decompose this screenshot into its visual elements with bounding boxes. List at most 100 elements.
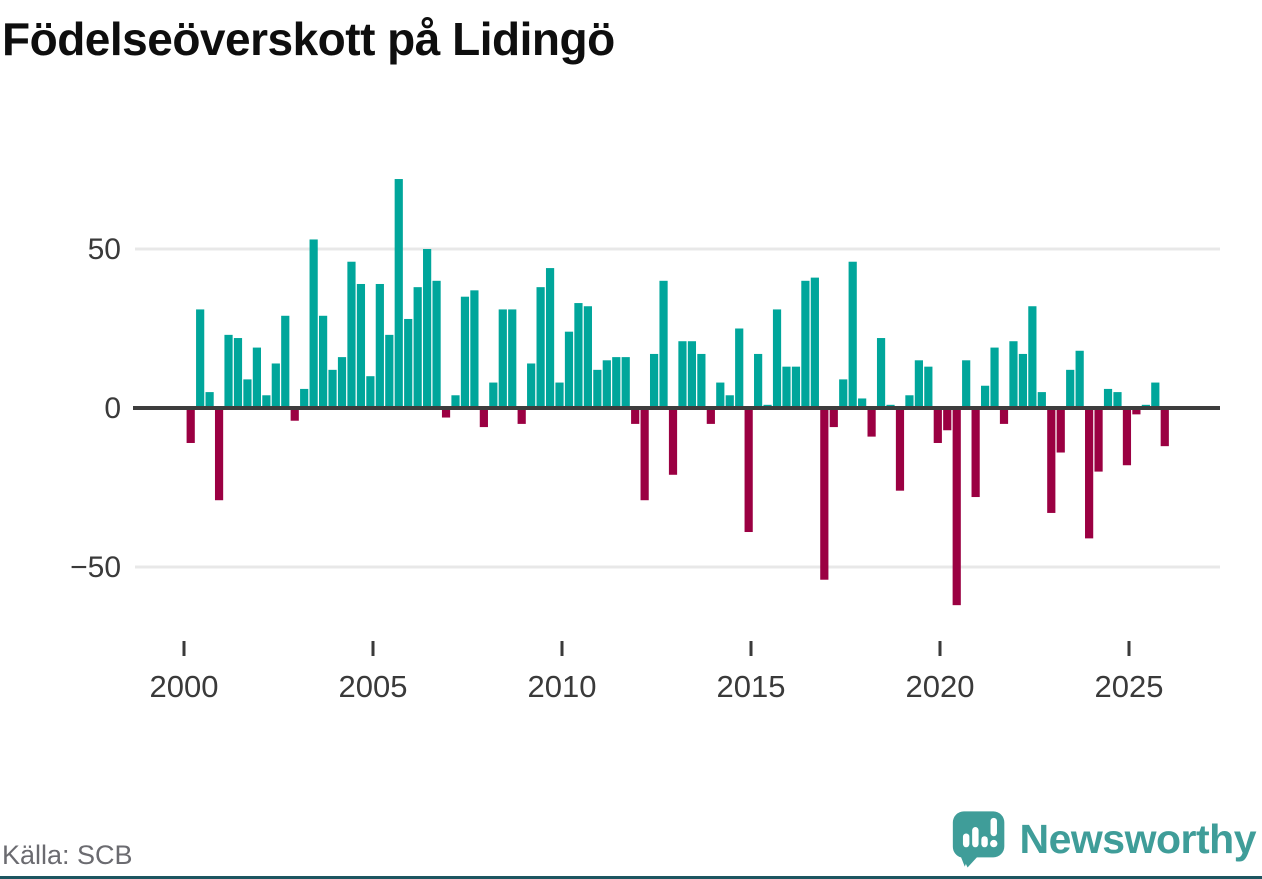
bar xyxy=(489,382,498,408)
bar xyxy=(1132,408,1141,415)
x-tick-label-2005: 2005 xyxy=(339,669,408,704)
bar xyxy=(649,353,659,408)
bar xyxy=(517,408,526,424)
bar xyxy=(895,408,905,491)
bar xyxy=(441,408,451,418)
bar xyxy=(375,283,384,408)
bar xyxy=(366,376,375,408)
bar xyxy=(479,408,488,428)
bar xyxy=(1160,408,1169,447)
bar xyxy=(602,360,611,408)
bar xyxy=(1066,369,1075,408)
bar xyxy=(631,408,640,424)
bar xyxy=(659,280,668,408)
bar xyxy=(583,306,592,408)
bar xyxy=(716,382,725,408)
bar xyxy=(252,347,261,408)
bar xyxy=(1122,408,1132,466)
bar xyxy=(839,379,848,408)
bar xyxy=(678,341,687,408)
bar xyxy=(914,360,923,408)
bar xyxy=(508,309,517,408)
bar xyxy=(527,363,536,408)
x-tick-label-2015: 2015 xyxy=(717,669,786,704)
bar xyxy=(1075,350,1084,408)
source-attribution: Källa: SCB xyxy=(2,840,133,870)
bar xyxy=(545,268,555,408)
bar-glyph-3 xyxy=(980,836,988,848)
bar xyxy=(1113,392,1122,408)
bar xyxy=(668,408,678,475)
bar xyxy=(290,408,299,421)
bar xyxy=(980,385,990,408)
newsworthy-bubble-icon xyxy=(952,811,1004,868)
bar xyxy=(1056,408,1065,453)
bar xyxy=(621,357,630,408)
bar xyxy=(536,287,545,408)
bar xyxy=(943,408,952,431)
bar xyxy=(404,318,413,408)
bar xyxy=(413,287,422,408)
bar xyxy=(337,357,347,408)
bar xyxy=(829,408,838,428)
bar xyxy=(498,309,507,408)
bar xyxy=(574,303,583,408)
bar xyxy=(196,309,205,408)
bar xyxy=(687,341,697,408)
bar-glyph-1 xyxy=(962,833,969,848)
bar xyxy=(772,309,782,408)
bar xyxy=(754,353,763,408)
exclamation-bar xyxy=(990,817,997,837)
x-tick-label-2020: 2020 xyxy=(906,669,975,704)
bar xyxy=(867,408,876,437)
bar xyxy=(697,353,706,408)
bar xyxy=(952,408,961,606)
bar xyxy=(735,328,744,408)
bar xyxy=(782,366,791,408)
bar xyxy=(460,296,470,408)
bar xyxy=(470,290,479,408)
bar xyxy=(801,280,810,408)
bar xyxy=(385,334,394,408)
bar xyxy=(186,408,195,443)
y-tick-label-0: 0 xyxy=(104,392,121,425)
bar xyxy=(281,315,290,408)
exclamation-dot xyxy=(989,839,997,848)
bar xyxy=(1094,408,1103,472)
bar xyxy=(1151,382,1160,408)
bar xyxy=(1085,408,1094,539)
bar xyxy=(725,395,734,408)
bar xyxy=(432,280,441,408)
bar xyxy=(1103,388,1113,408)
bar xyxy=(640,408,649,501)
bar xyxy=(848,261,857,408)
bar xyxy=(1028,306,1037,408)
bar xyxy=(744,408,753,533)
bar-glyph-2 xyxy=(971,827,979,848)
newsworthy-wordmark: Newsworthy xyxy=(1019,815,1257,862)
x-tick-label-2000: 2000 xyxy=(150,669,219,704)
bar xyxy=(271,363,280,408)
bar xyxy=(593,369,602,408)
speech-bubble-tail xyxy=(961,855,979,868)
bar xyxy=(555,382,564,408)
bar xyxy=(1009,341,1018,408)
bar xyxy=(309,239,318,408)
bar xyxy=(451,395,460,408)
bar xyxy=(999,408,1009,424)
bar xyxy=(214,408,224,501)
bar xyxy=(820,408,829,580)
bar xyxy=(347,261,356,408)
bar xyxy=(233,338,243,408)
bar xyxy=(564,331,574,408)
bar xyxy=(243,379,252,408)
bar xyxy=(224,334,233,408)
bar xyxy=(858,398,867,408)
bar xyxy=(706,408,715,424)
bar xyxy=(262,395,271,408)
bar xyxy=(1037,392,1046,408)
bar xyxy=(876,338,886,408)
newsworthy-logo: Newsworthy xyxy=(951,809,1257,869)
bar xyxy=(810,277,819,408)
